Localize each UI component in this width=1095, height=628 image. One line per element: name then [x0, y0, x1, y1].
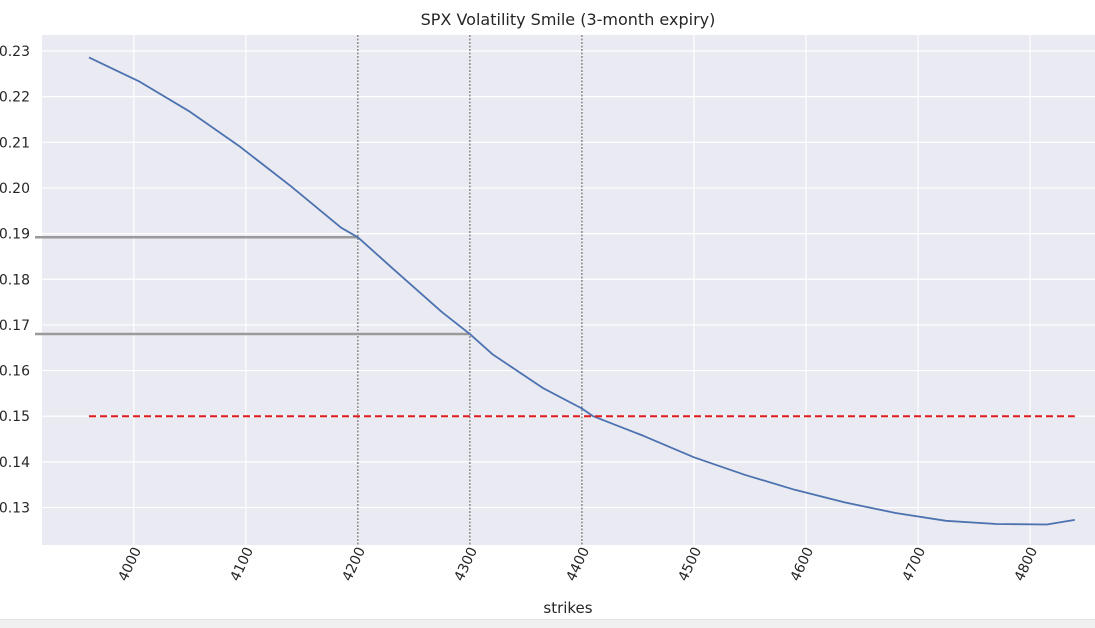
- x-tick-label: 4500: [676, 545, 706, 584]
- y-tick-label: 0.21: [0, 135, 30, 151]
- x-axis-title: strikes: [543, 599, 592, 617]
- x-axis: 4000 4100 4200 4300 4400 4500 4600 4700 4800: [115, 545, 1041, 584]
- chart-title: SPX Volatility Smile (3-month expiry): [421, 10, 716, 29]
- volatility-smile-line: [88, 56, 1075, 526]
- x-tick-label: 4100: [227, 545, 257, 584]
- y-tick-label: 0.17: [0, 318, 30, 334]
- plot-area: [42, 35, 1095, 545]
- y-tick-label: 0.15: [0, 409, 30, 425]
- y-tick-label: 0.19: [0, 227, 30, 243]
- x-tick-label: 4600: [788, 545, 818, 584]
- x-tick-label: 4700: [900, 545, 930, 584]
- y-tick-label: 0.13: [0, 501, 30, 517]
- series-layer: [88, 56, 1075, 526]
- y-tick-label: 0.22: [0, 90, 30, 106]
- x-tick-label: 4800: [1012, 545, 1042, 584]
- x-tick-label: 4300: [452, 545, 482, 584]
- x-tick-label: 4400: [564, 545, 594, 584]
- y-tick-label: 0.23: [0, 44, 30, 60]
- y-axis: 0.13 0.14 0.15 0.16 0.17 0.18 0.19 0.20 0.21 0.22…: [0, 44, 30, 517]
- x-tick-label: 4000: [115, 545, 145, 584]
- y-tick-label: 0.20: [0, 181, 30, 197]
- bottom-toolbar-strip: [0, 619, 1095, 628]
- y-tick-label: 0.18: [0, 272, 30, 288]
- y-tick-label: 0.16: [0, 364, 30, 380]
- y-tick-label: 0.14: [0, 455, 30, 471]
- x-tick-label: 4200: [339, 545, 369, 584]
- annotation-lines: [35, 35, 583, 545]
